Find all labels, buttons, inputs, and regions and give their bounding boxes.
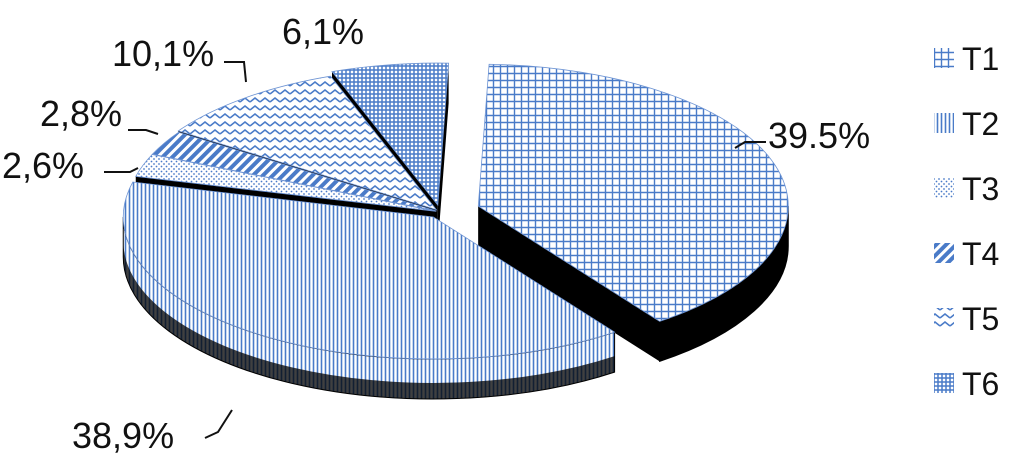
slice-side-wall	[437, 63, 449, 246]
slice-top-face	[135, 154, 437, 212]
slice-top-face	[177, 75, 438, 211]
leader-line	[128, 129, 159, 135]
legend-swatch-t5	[934, 308, 954, 328]
leader-line	[104, 167, 139, 173]
leader-line	[204, 409, 233, 439]
slice-top-face	[331, 62, 450, 207]
legend-swatch-t4	[934, 243, 954, 263]
legend-label-t5: T5	[962, 301, 999, 337]
legend-swatch-t3	[934, 178, 954, 198]
data-labels-layer: 39.5% 38,9% 2,6% 2,8% 10,1% 6,1%	[2, 11, 870, 453]
data-label-t6: 6,1%	[282, 11, 364, 52]
slices-layer	[122, 62, 789, 400]
data-label-t4: 2,8%	[40, 93, 122, 134]
data-label-t2: 38,9%	[72, 415, 174, 453]
legend-label-t2: T2	[962, 106, 999, 142]
slice-top-face	[477, 63, 789, 322]
legend-swatch-t6	[934, 373, 954, 393]
slice-top-face	[122, 181, 616, 360]
leader-line	[734, 141, 766, 149]
legend-label-t1: T1	[962, 41, 999, 77]
slice-t2	[122, 181, 616, 400]
legend-label-t4: T4	[962, 236, 999, 272]
data-label-t1: 39.5%	[768, 115, 870, 156]
legend-swatch-t2	[934, 113, 954, 133]
data-label-t3: 2,6%	[2, 145, 84, 186]
legend-swatch-t1	[934, 48, 954, 68]
legend: T1 T2 T3 T4 T5 T6	[934, 41, 999, 402]
leader-line	[224, 61, 247, 83]
data-label-t5: 10,1%	[112, 33, 214, 74]
legend-label-t6: T6	[962, 366, 999, 402]
slice-t1	[477, 63, 789, 363]
slice-side-wall	[478, 206, 660, 362]
legend-label-t3: T3	[962, 171, 999, 207]
slice-wall-shadow	[123, 240, 615, 399]
